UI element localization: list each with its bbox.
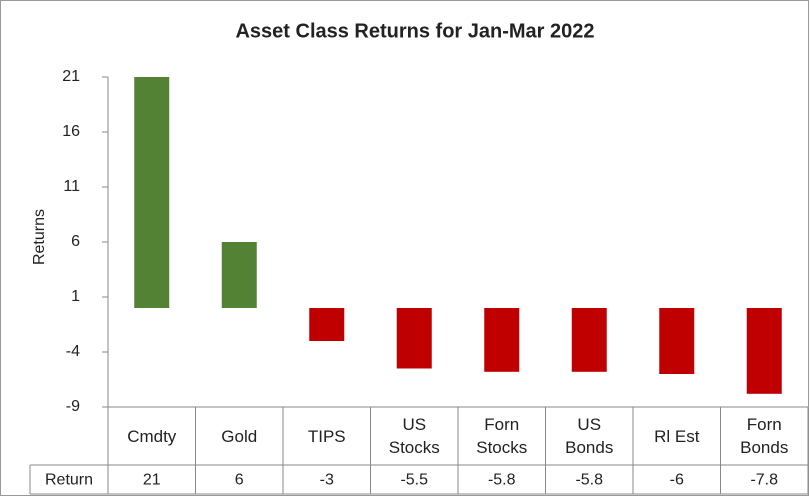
table-value: -5.8 (488, 472, 516, 489)
category-cell: TIPS (307, 426, 346, 446)
x-tick-label: Forn Stocks (476, 415, 528, 457)
x-tick-label: TIPS (307, 426, 346, 446)
y-tick-label: -4 (66, 343, 80, 360)
bar (746, 308, 782, 394)
category-cell: Forn Stocks (476, 415, 528, 457)
x-tick-label: Cmdty (127, 426, 177, 446)
category-cell: Gold (221, 426, 258, 446)
y-tick-label: 21 (62, 68, 80, 85)
bar (221, 242, 257, 308)
bar (309, 308, 345, 341)
table-value: -5.8 (575, 472, 603, 489)
category-cell: Rl Est (654, 426, 700, 446)
bar (134, 77, 170, 308)
x-tick-label: Rl Est (654, 426, 700, 446)
chart-title: Asset Class Returns for Jan-Mar 2022 (235, 20, 594, 42)
category-cell: Cmdty (127, 426, 177, 446)
x-tick-label: Forn Bonds (740, 415, 789, 457)
bar (396, 308, 432, 369)
y-tick-label: 1 (71, 288, 80, 305)
bar (484, 308, 520, 372)
x-tick-label: US Stocks (388, 415, 440, 457)
table-value: -3 (320, 472, 334, 489)
x-tick-label: Gold (221, 426, 258, 446)
y-tick-label: -9 (66, 398, 80, 415)
table-value: 6 (235, 472, 244, 489)
category-cell: US Stocks (388, 415, 440, 457)
bar (571, 308, 607, 372)
table-value: -7.8 (750, 472, 778, 489)
y-tick-label: 11 (63, 178, 80, 195)
y-axis-label: Returns (31, 209, 48, 265)
table-value: 21 (143, 472, 161, 489)
category-cell: US Bonds (565, 415, 614, 457)
table-row-label: Return (45, 472, 93, 489)
y-tick-label: 6 (71, 233, 80, 250)
bar (659, 308, 695, 374)
x-tick-label: US Bonds (565, 415, 614, 457)
table-value: -6 (670, 472, 684, 489)
category-cell: Forn Bonds (740, 415, 789, 457)
y-tick-label: 16 (62, 123, 80, 140)
table-value: -5.5 (400, 472, 428, 489)
